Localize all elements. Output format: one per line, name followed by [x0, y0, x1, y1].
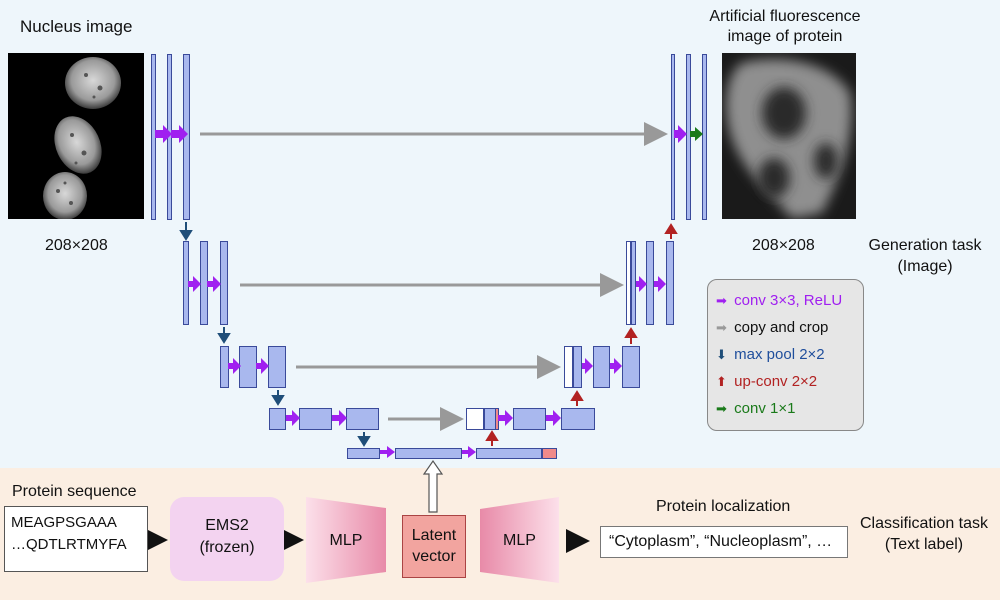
legend-label: conv 3×3, ReLU: [734, 292, 843, 309]
conv-arrow: [582, 358, 593, 374]
conv-arrow: [674, 125, 687, 143]
generation-task-label-line2: (Image): [897, 258, 953, 275]
encoder-level4-layer: [346, 408, 379, 430]
conv-arrow: [207, 276, 221, 292]
pool-arrow: [179, 230, 193, 241]
input-size-label: 208×208: [45, 237, 108, 254]
maxpool-arrows: [179, 222, 371, 447]
latent-label-line2: vector: [412, 548, 456, 565]
encoder-level4-layer: [299, 408, 332, 430]
sequence-line1: MEAGPSGAAA: [11, 514, 117, 531]
bottleneck-layer: [395, 448, 462, 459]
conv-arrow: [546, 410, 561, 426]
ems2-encoder-box: EMS2 (frozen): [170, 497, 284, 581]
upconv-arrow: [664, 223, 678, 234]
copy-crop-legend-icon: ➡: [716, 320, 727, 335]
conv1x1-arrow: [690, 127, 703, 141]
legend-item-copy-crop: ➡ copy and crop: [716, 319, 828, 336]
encoder-level4-layer: [269, 408, 286, 430]
encoder-level3-layer: [268, 346, 286, 388]
conv1x1-legend-icon: ➡: [716, 401, 727, 416]
upconv-arrow: [570, 390, 584, 401]
ems2-label: EMS2: [205, 517, 249, 534]
decoder-level2-layer: [666, 241, 674, 325]
conv-arrow: [155, 125, 172, 143]
conv-arrow: [188, 276, 201, 292]
conv-arrow: [380, 446, 395, 458]
conv-arrow: [654, 276, 666, 292]
localization-output-box: “Cytoplasm”, “Nucleoplasm”, …: [600, 526, 848, 558]
legend-label: up-conv 2×2: [734, 373, 818, 390]
decoder-level4-layer: [561, 408, 595, 430]
decoder-level2-layer: [646, 241, 654, 325]
protein-sequence-label: Protein sequence: [12, 483, 137, 500]
conv-arrow: [286, 410, 300, 426]
upconv-arrow: [624, 327, 638, 338]
pool-arrow: [271, 395, 285, 406]
output-size-label: 208×208: [752, 237, 815, 254]
encoder-level2-layer: [220, 241, 228, 325]
conv-arrow: [171, 125, 188, 143]
upconv-arrows: [485, 223, 678, 446]
legend-label: conv 1×1: [734, 400, 796, 417]
legend-item-max-pool: ⬇ max pool 2×2: [716, 346, 825, 363]
legend-label: copy and crop: [734, 319, 829, 336]
pool-arrow: [217, 333, 231, 344]
pool-arrow: [357, 436, 371, 447]
generation-task-label-line1: Generation task: [868, 237, 982, 254]
bottleneck-layer: [347, 448, 380, 459]
artificial-image-label-line1: Artificial fluorescence: [709, 8, 861, 25]
artificial-image-label-line2: image of protein: [727, 28, 843, 45]
decoder-level1-layer: [702, 54, 707, 220]
max-pool-legend-icon: ⬇: [716, 347, 727, 362]
classification-task-label-line1: Classification task: [859, 515, 989, 532]
up-conv-legend-icon: ⬆: [716, 374, 727, 389]
decoder-level3-layer: [593, 346, 610, 388]
legend-label: max pool 2×2: [734, 346, 825, 363]
decoder-level3-layer: [573, 346, 582, 388]
mlp-decoder-label: MLP: [503, 532, 536, 549]
conv-arrow: [610, 358, 622, 374]
sequence-line2: …QDTLRTMYFA: [11, 536, 127, 553]
conv-arrow: [636, 276, 647, 292]
nucleus-image-label: Nucleus image: [20, 17, 133, 36]
fluorescence-protein-image: [722, 53, 856, 219]
bottleneck-layer: [476, 448, 542, 459]
conv3x3-arrows: [155, 125, 687, 458]
decoder-level2-copied-block: [626, 241, 631, 325]
ems2-frozen-label: (frozen): [199, 539, 255, 556]
conv-arrow: [332, 410, 347, 426]
conv-arrow: [256, 358, 269, 374]
conv3x3-legend-icon: ➡: [716, 293, 727, 308]
conv-arrow: [498, 410, 513, 426]
latent-label-line1: Latent: [411, 527, 457, 544]
conv-arrow: [462, 446, 476, 458]
legend-item-up-conv: ⬆ up-conv 2×2: [716, 373, 817, 390]
mlp-encoder-label: MLP: [329, 532, 363, 549]
decoder-level3-layer: [622, 346, 640, 388]
mlp-encoder-shape: [306, 497, 386, 583]
upconv-arrow: [485, 430, 499, 441]
legend-item-conv3x3: ➡ conv 3×3, ReLU: [716, 292, 842, 309]
decoder-level4-copied-block: [466, 408, 484, 430]
legend: ➡ conv 3×3, ReLU ➡ copy and crop ⬇ max p…: [707, 279, 864, 431]
protein-sequence-box: MEAGPSGAAA …QDTLRTMYFA: [4, 506, 148, 572]
latent-vector-box: Latent vector: [402, 515, 466, 578]
decoder-level2-layer: [631, 241, 636, 325]
mlp-decoder-shape: [480, 497, 559, 583]
decoder-level4-layer: [513, 408, 546, 430]
latent-injection-arrow: [422, 459, 444, 513]
protein-localization-label: Protein localization: [656, 498, 791, 515]
conv-arrow: [228, 358, 241, 374]
legend-item-conv1x1: ➡ conv 1×1: [716, 400, 795, 417]
decoder-level3-copied-block: [564, 346, 573, 388]
classification-task-label-line2: (Text label): [884, 536, 964, 553]
nucleus-microscopy-image: [8, 53, 144, 219]
latent-concat-segment: [542, 448, 557, 459]
